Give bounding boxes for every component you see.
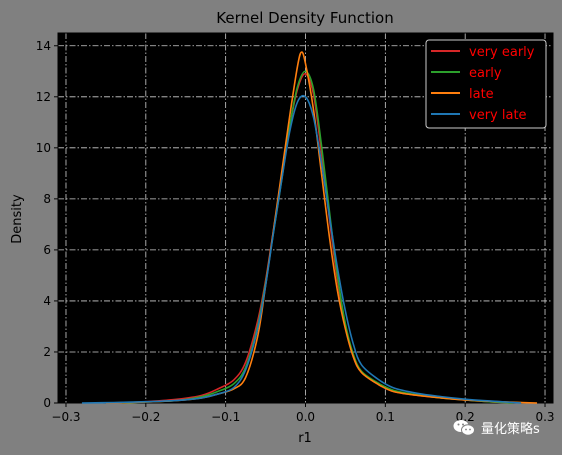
x-tick-label: −0.3	[51, 410, 80, 424]
y-tick-label: 14	[36, 39, 51, 53]
x-axis-label: r1	[298, 431, 312, 446]
watermark-text: 量化策略s	[481, 422, 540, 437]
legend-box	[425, 39, 547, 129]
series-line-early	[121, 70, 514, 404]
wechat-icon	[453, 419, 475, 436]
y-axis-label: Density	[10, 194, 25, 244]
legend: very early early late very late	[425, 39, 547, 129]
legend-label-very-early: very early	[469, 45, 535, 60]
y-tick-label: 8	[43, 192, 51, 206]
chart-title: Kernel Density Function	[216, 9, 394, 27]
x-tick-label: 0.1	[376, 410, 395, 424]
y-tick-label: 12	[36, 90, 51, 104]
x-tick-label: −0.2	[131, 410, 160, 424]
y-tick-label: 4	[43, 294, 51, 308]
legend-label-early: early	[469, 66, 502, 81]
x-tick-label: 0.3	[535, 410, 554, 424]
legend-label-very-late: very late	[469, 108, 527, 123]
series-lines	[81, 51, 538, 404]
series-line-late	[105, 51, 538, 404]
x-tick-label: 0.0	[296, 410, 315, 424]
x-tick-label: −0.1	[211, 410, 240, 424]
series-line-very-late	[81, 94, 522, 404]
y-tick-label: 0	[43, 396, 51, 410]
plot-frame	[57, 32, 554, 404]
watermark: 量化策略s	[453, 418, 540, 437]
legend-label-late: late	[469, 87, 494, 102]
y-tick-label: 10	[36, 141, 51, 155]
y-tick-label: 2	[43, 345, 51, 359]
y-tick-label: 6	[43, 243, 51, 257]
